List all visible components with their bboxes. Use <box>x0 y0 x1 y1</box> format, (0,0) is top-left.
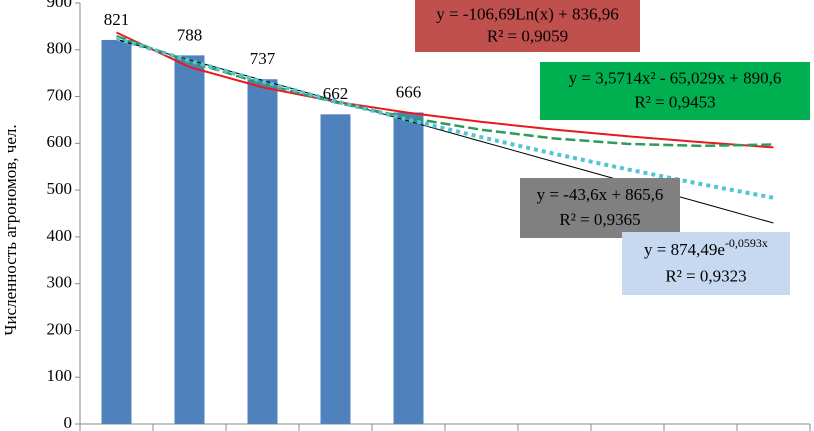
annotation-box <box>520 178 680 238</box>
y-tick-label: 200 <box>47 319 73 338</box>
annotation-box <box>540 62 810 120</box>
annotation-r2: R² = 0,9323 <box>665 266 746 285</box>
y-tick-label: 700 <box>47 85 73 104</box>
bar <box>393 112 424 425</box>
annotation-box <box>415 0 640 52</box>
data-label: 666 <box>396 82 422 101</box>
y-axis-label: Численность агрономов, чел. <box>1 124 20 335</box>
annotation-r2: R² = 0,9453 <box>634 93 715 112</box>
annotation-r2: R² = 0,9059 <box>487 26 568 45</box>
y-tick-label: 500 <box>47 179 73 198</box>
y-tick-label: 600 <box>47 132 73 151</box>
y-tick-label: 900 <box>47 0 73 11</box>
data-label: 821 <box>104 10 130 29</box>
data-label: 662 <box>323 84 349 103</box>
bar <box>247 79 278 425</box>
y-tick-label: 300 <box>47 273 73 292</box>
data-label: 788 <box>177 25 203 44</box>
data-label: 737 <box>250 49 276 68</box>
trendline <box>115 36 774 200</box>
equation-text: y = -43,6x + 865,6 <box>537 185 664 204</box>
y-tick-label: 100 <box>47 366 73 385</box>
annotation-equation: y = 874,49e-0,0593x <box>644 236 768 259</box>
equation-text: y = -106,69Ln(x) + 836,96 <box>436 5 619 24</box>
annotation-equation: y = -43,6x + 865,6 <box>537 185 664 204</box>
bar <box>101 39 132 425</box>
y-tick-label: 800 <box>47 39 73 58</box>
trendline <box>116 31 774 149</box>
annotation-equation: y = 3,5714x² - 65,029x + 890,6 <box>569 68 782 87</box>
equation-text: y = 3,5714x² - 65,029x + 890,6 <box>569 68 782 87</box>
bar <box>320 114 351 424</box>
annotation-box <box>622 232 790 295</box>
bar <box>174 55 205 424</box>
equation-text: y = 874,49e <box>644 240 725 259</box>
annotation-r2: R² = 0,9365 <box>559 210 640 229</box>
annotation-equation: y = -106,69Ln(x) + 836,96 <box>436 5 619 24</box>
y-tick-label: 400 <box>47 226 73 245</box>
equation-exponent: -0,0593x <box>725 236 768 250</box>
y-tick-label: 0 <box>64 413 73 431</box>
